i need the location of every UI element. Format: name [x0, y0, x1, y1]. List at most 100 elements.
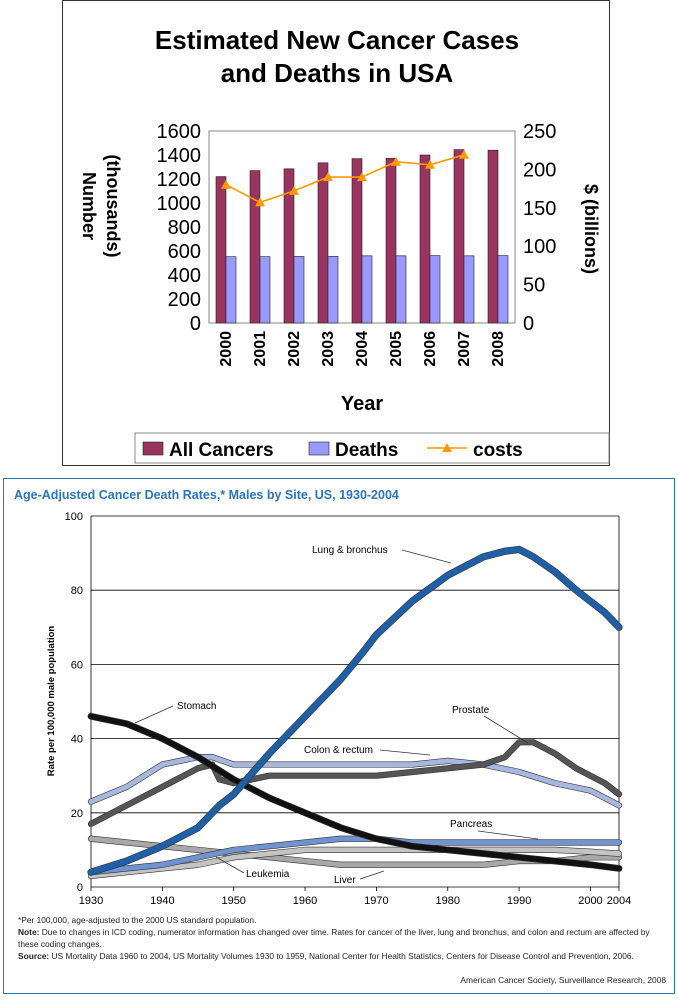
x-tick-label: 1950: [221, 895, 245, 907]
annotation-pancreas-leader: [477, 830, 539, 840]
legend-label-all-cancers: All Cancers: [169, 440, 274, 461]
y2-tick-label: 200: [523, 159, 556, 181]
bar-deaths: [497, 255, 509, 324]
y-tick-label: 1200: [157, 169, 202, 191]
x-tick-label: 1930: [79, 895, 103, 907]
y-tick-label: 80: [71, 585, 83, 597]
annotation-stomach: Stomach: [177, 701, 216, 712]
x-tick-label: 2000: [218, 331, 235, 367]
y-axis-label-line: (thousands): [103, 155, 123, 258]
bar-deaths: [361, 255, 373, 324]
costs-marker: [425, 159, 435, 169]
annotation-leukemia: Leukemia: [246, 869, 290, 880]
bar-all-cancers: [453, 149, 465, 324]
x-tick-label: 2002: [286, 331, 303, 367]
costs-marker: [357, 172, 367, 182]
series-line-prostate: [88, 739, 622, 827]
series-line-stomach: [88, 713, 622, 872]
costs-marker: [221, 179, 231, 189]
y-axis-label: Rate per 100,000 male population: [46, 626, 57, 777]
bar-deaths: [225, 256, 237, 324]
annotation-stomach-leader: [134, 705, 174, 724]
annotation-pancreas: Pancreas: [450, 819, 492, 830]
annotation-liver: Liver: [334, 875, 356, 886]
chart-credit: American Cancer Society, Surveillance Re…: [460, 975, 666, 985]
bar-all-cancers: [385, 158, 397, 324]
y-axis-label-line: Number: [79, 172, 99, 240]
legend-label-deaths: Deaths: [335, 440, 398, 461]
y-tick-label: 0: [77, 882, 83, 894]
y-tick-label: 400: [168, 265, 201, 287]
y-tick-label: 20: [71, 808, 83, 820]
legend-swatch-all-cancers: [142, 441, 164, 456]
y-tick-label: 1400: [157, 145, 202, 167]
costs-marker: [391, 156, 401, 166]
y2-tick-label: 0: [523, 313, 534, 335]
costs-marker: [459, 149, 469, 159]
x-tick-label: 1970: [364, 895, 388, 907]
source-text: US Mortality Data 1960 to 2004, US Morta…: [49, 951, 634, 961]
x-tick-label: 1990: [507, 895, 531, 907]
costs-line: [225, 154, 465, 204]
note-label: Note:: [18, 927, 40, 937]
y-tick-label: 100: [65, 511, 83, 523]
y2-axis-label: $ (billions): [581, 184, 601, 274]
x-tick-label: 2003: [320, 331, 337, 367]
annotation-colon: Colon & rectum: [304, 745, 373, 756]
x-tick-label: 2007: [456, 331, 473, 367]
y-tick-label: 200: [168, 289, 201, 311]
bar-all-cancers: [249, 170, 261, 324]
bar-all-cancers: [317, 162, 329, 324]
costs-marker: [289, 185, 299, 195]
y-tick-label: 40: [71, 734, 83, 746]
source-label: Source:: [18, 951, 50, 961]
series-outline: [87, 545, 623, 876]
y2-tick-label: 250: [523, 121, 556, 143]
x-tick-label: 2008: [490, 331, 507, 367]
bar-all-cancers: [487, 149, 499, 324]
bar-all-cancers: [419, 154, 431, 324]
y-tick-label: 1600: [157, 121, 202, 143]
footnote-note: Note: Due to changes in ICD coding, nume…: [18, 926, 668, 950]
legend-marker-costs: [442, 443, 452, 452]
bar-deaths: [259, 256, 271, 324]
footnote-source: Source: US Mortality Data 1960 to 2004, …: [18, 950, 668, 962]
annotation-lung: Lung & bronchus: [312, 545, 388, 556]
costs-marker: [323, 172, 333, 182]
y-tick-label: 0: [190, 313, 201, 335]
x-tick-label: 1940: [150, 895, 174, 907]
annotation-liver-leader: [359, 870, 385, 880]
x-tick-label: 1980: [436, 895, 460, 907]
legend-swatch-deaths: [308, 441, 330, 456]
death-rates-chart-panel: Age-Adjusted Cancer Death Rates,* Males …: [3, 478, 675, 994]
chart-title-line: Estimated New Cancer Cases: [155, 25, 519, 55]
annotation-prostate-leader: [483, 715, 529, 744]
y2-tick-label: 150: [523, 198, 556, 220]
bar-all-cancers: [283, 168, 295, 324]
x-tick-label: 2004: [354, 331, 371, 367]
y-tick-label: 600: [168, 241, 201, 263]
note-text: Due to changes in ICD coding, numerator …: [18, 927, 650, 949]
x-tick-label: 2005: [388, 331, 405, 367]
x-tick-label: 1960: [293, 895, 317, 907]
death-rates-chart: Age-Adjusted Cancer Death Rates,* Males …: [14, 488, 631, 907]
bar-all-cancers: [351, 158, 363, 324]
y-tick-label: 60: [71, 659, 83, 671]
annotation-lung-leader: [401, 549, 452, 564]
chart-title: Age-Adjusted Cancer Death Rates,* Males …: [14, 488, 399, 502]
chart-footnotes: *Per 100,000, age-adjusted to the 2000 U…: [18, 914, 668, 962]
annotation-colon-leader: [379, 749, 431, 756]
x-tick-label: 2001: [252, 331, 269, 367]
bar-deaths: [327, 255, 339, 324]
y2-tick-label: 100: [523, 236, 556, 258]
bar-all-cancers: [215, 176, 227, 324]
series-line-leukemia: [88, 847, 622, 879]
x-tick-label: 2000: [578, 895, 602, 907]
annotation-leukemia-leader: [215, 856, 245, 874]
x-tick-label: 2006: [422, 331, 439, 367]
x-tick-label: 2004: [607, 895, 631, 907]
bar-deaths: [429, 255, 441, 324]
series-line-pancreas: [88, 836, 622, 875]
legend-label-costs: costs: [473, 440, 523, 461]
